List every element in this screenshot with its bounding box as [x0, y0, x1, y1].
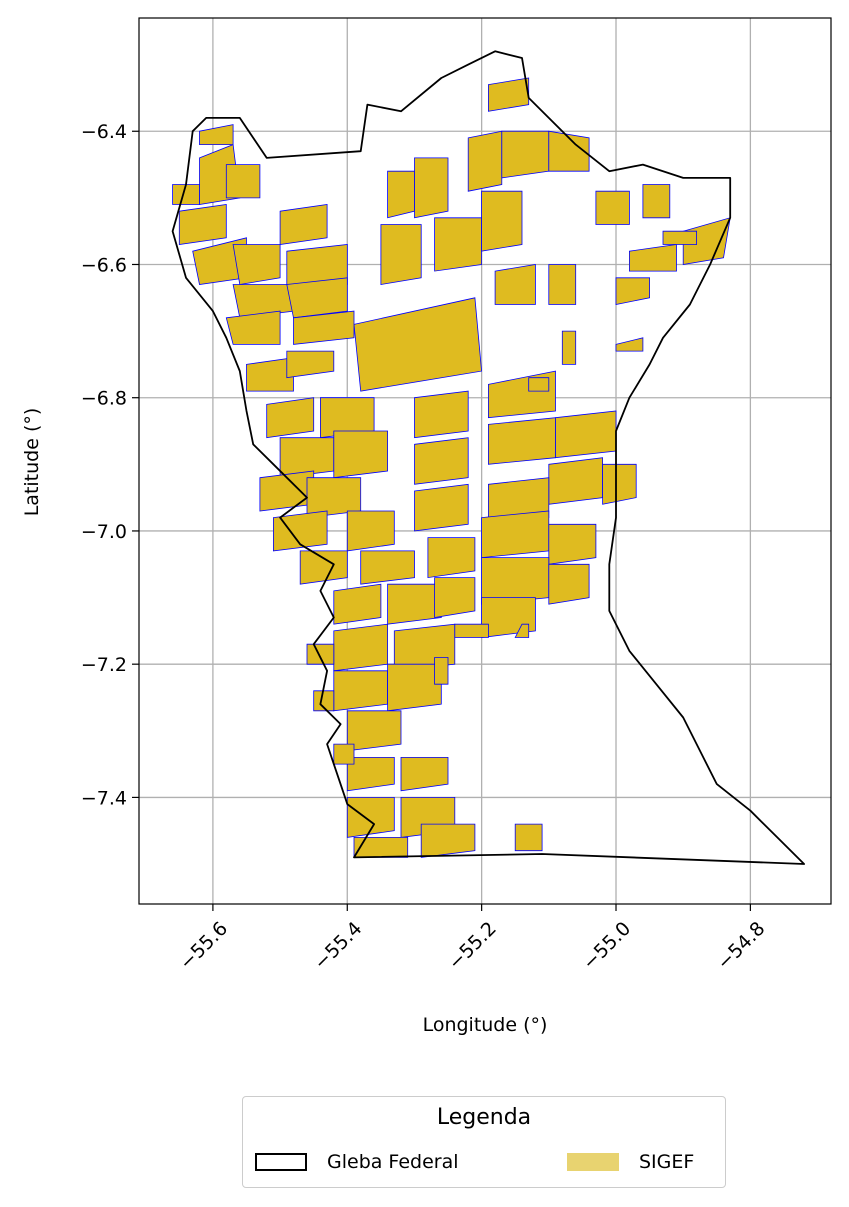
y-tick-label: −6.4: [81, 121, 127, 143]
sigef-parcel: [334, 671, 388, 711]
sigef-parcel: [280, 205, 327, 245]
sigef-parcel: [482, 511, 549, 558]
sigef-parcel: [388, 171, 415, 218]
legend-swatch-outline: [255, 1153, 307, 1171]
sigef-parcel: [529, 378, 549, 391]
sigef-parcel: [307, 644, 334, 664]
sigef-parcel: [549, 458, 603, 505]
legend-item-gleba: Gleba Federal: [255, 1149, 459, 1175]
sigef-parcel: [435, 218, 482, 271]
sigef-parcel: [495, 265, 535, 305]
legend-item-sigef: SIGEF: [567, 1149, 694, 1175]
x-axis-title: Longitude (°): [423, 1014, 548, 1036]
sigef-parcel: [347, 511, 394, 551]
sigef-parcel: [415, 484, 469, 531]
legend-title: Legenda: [243, 1105, 725, 1130]
sigef-parcel: [347, 797, 394, 837]
sigef-parcel: [549, 564, 589, 604]
sigef-parcel: [603, 464, 637, 504]
sigef-parcel: [267, 398, 314, 438]
sigef-parcel: [388, 584, 442, 624]
x-tick-label: −55.0: [578, 918, 635, 975]
sigef-parcel: [334, 624, 388, 671]
legend: Legenda Gleba Federal SIGEF: [242, 1096, 726, 1188]
y-tick-label: −6.8: [81, 388, 127, 410]
legend-swatch-fill: [567, 1153, 619, 1171]
x-tick-label: −55.2: [444, 918, 501, 975]
sigef-parcel: [334, 431, 388, 478]
sigef-parcel: [381, 225, 421, 285]
sigef-parcel: [502, 131, 549, 178]
sigef-parcel: [643, 185, 670, 218]
sigef-parcel: [482, 191, 522, 251]
sigef-parcel: [468, 131, 502, 191]
sigef-parcel: [663, 231, 697, 244]
sigef-parcel: [287, 278, 348, 318]
sigef-parcel: [233, 245, 280, 285]
sigef-parcel: [334, 584, 381, 624]
sigef-parcel: [334, 744, 354, 764]
sigef-parcel: [455, 624, 489, 637]
sigef-parcel: [415, 438, 469, 485]
y-axis-title: Latitude (°): [21, 408, 43, 517]
x-tick-label: −55.6: [175, 918, 232, 975]
y-tick-label: −6.6: [81, 254, 127, 276]
sigef-parcel: [415, 391, 469, 438]
sigef-parcel: [549, 265, 576, 305]
legend-label-gleba: Gleba Federal: [327, 1151, 459, 1173]
sigef-parcel: [556, 411, 617, 458]
sigef-parcel: [562, 331, 575, 364]
sigef-parcel: [415, 158, 449, 218]
sigef-parcel: [488, 418, 555, 465]
y-tick-label: −7.4: [81, 787, 127, 809]
sigef-parcel: [435, 658, 448, 685]
sigef-parcel: [388, 664, 442, 711]
sigef-parcel: [428, 538, 475, 578]
sigef-parcel: [179, 205, 226, 245]
sigef-parcel: [347, 711, 401, 751]
y-tick-label: −7.2: [81, 654, 127, 676]
sigef-parcel: [515, 824, 542, 851]
y-tick-label: −7.0: [81, 521, 127, 543]
x-tick-label: −55.4: [310, 918, 367, 975]
sigef-parcel: [226, 165, 260, 198]
sigef-parcel: [435, 578, 475, 618]
sigef-parcel: [354, 837, 408, 857]
legend-label-sigef: SIGEF: [639, 1151, 694, 1173]
sigef-parcel: [596, 191, 630, 224]
sigef-parcel: [549, 524, 596, 564]
x-tick-label: −54.8: [713, 918, 770, 975]
